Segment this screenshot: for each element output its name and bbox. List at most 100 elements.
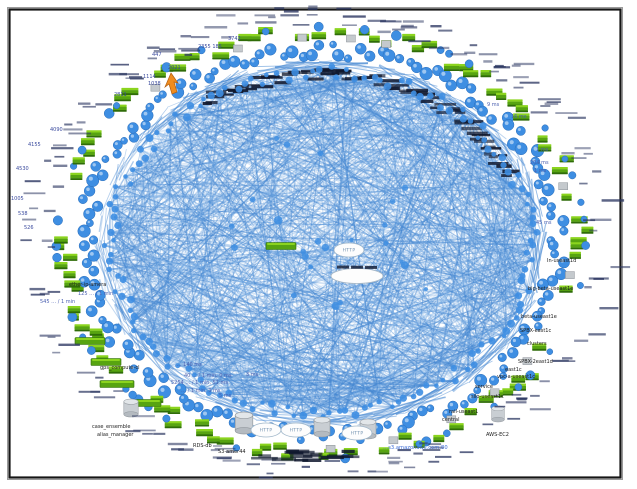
graph-node[interactable]	[165, 128, 171, 134]
graph-node[interactable]	[329, 40, 337, 49]
graph-node[interactable]	[193, 401, 204, 413]
graph-node[interactable]	[561, 155, 569, 163]
graph-node[interactable]	[576, 282, 584, 289]
graph-node[interactable]	[376, 399, 382, 405]
host-icon[interactable]	[558, 182, 568, 190]
graph-node[interactable]	[118, 292, 126, 300]
graph-node[interactable]	[87, 249, 100, 262]
database-icon[interactable]	[313, 416, 331, 438]
graph-node[interactable]	[139, 333, 147, 341]
graph-node[interactable]	[364, 50, 376, 62]
graph-node[interactable]	[239, 59, 250, 70]
graph-node[interactable]	[137, 145, 144, 153]
graph-node[interactable]	[390, 404, 395, 410]
graph-node[interactable]	[498, 153, 507, 162]
graph-node[interactable]	[581, 241, 590, 250]
graph-node[interactable]	[315, 66, 323, 73]
database-icon[interactable]	[234, 411, 254, 435]
graph-node[interactable]	[231, 244, 238, 251]
graph-node[interactable]	[502, 327, 511, 335]
database-icon[interactable]	[123, 398, 139, 418]
server-icon[interactable]	[67, 306, 81, 314]
server-icon[interactable]	[247, 34, 261, 42]
host-icon[interactable]	[522, 357, 533, 365]
server-icon[interactable]	[74, 324, 90, 332]
server-icon[interactable]	[64, 280, 81, 288]
server-icon[interactable]	[464, 408, 477, 416]
graph-node[interactable]	[434, 383, 439, 389]
rack-icon[interactable]	[134, 399, 162, 407]
graph-node[interactable]	[525, 191, 531, 198]
graph-node[interactable]	[491, 151, 497, 157]
server-icon[interactable]	[561, 193, 572, 201]
server-icon[interactable]	[63, 253, 78, 261]
graph-node[interactable]	[507, 347, 519, 359]
server-icon[interactable]	[207, 436, 220, 444]
graph-node[interactable]	[525, 370, 536, 380]
graph-node[interactable]	[321, 243, 330, 252]
graph-node[interactable]	[423, 382, 430, 389]
graph-node[interactable]	[122, 339, 134, 351]
graph-node[interactable]	[78, 240, 90, 252]
graph-node[interactable]	[88, 235, 99, 245]
graph-node[interactable]	[313, 21, 324, 32]
graph-node[interactable]	[158, 372, 169, 383]
server-icon[interactable]	[121, 87, 139, 96]
server-icon[interactable]	[195, 419, 210, 427]
graph-node[interactable]	[77, 145, 87, 155]
host-icon[interactable]	[446, 415, 457, 424]
graph-node[interactable]	[577, 198, 585, 206]
graph-node[interactable]	[423, 287, 428, 292]
graph-node[interactable]	[436, 46, 445, 54]
graph-node[interactable]	[419, 66, 433, 81]
graph-node[interactable]	[515, 172, 522, 178]
graph-node[interactable]	[479, 122, 487, 130]
graph-node[interactable]	[438, 92, 446, 100]
graph-node[interactable]	[533, 179, 544, 190]
graph-node[interactable]	[517, 276, 526, 285]
graph-node[interactable]	[507, 319, 515, 328]
graph-node[interactable]	[550, 249, 559, 259]
graph-node[interactable]	[478, 341, 485, 348]
graph-node[interactable]	[343, 54, 353, 63]
rack-icon[interactable]	[99, 380, 135, 388]
graph-node[interactable]	[273, 70, 280, 76]
graph-node[interactable]	[150, 145, 158, 153]
graph-node[interactable]	[239, 399, 247, 407]
graph-node[interactable]	[211, 405, 224, 418]
graph-node[interactable]	[78, 194, 88, 204]
graph-node[interactable]	[465, 366, 471, 372]
graph-node[interactable]	[130, 319, 136, 325]
graph-node[interactable]	[192, 372, 197, 378]
server-icon[interactable]	[169, 64, 187, 72]
graph-node[interactable]	[502, 118, 515, 131]
graph-node[interactable]	[450, 364, 458, 372]
graph-node[interactable]	[517, 301, 525, 309]
http-cloud-icon[interactable]: HTTP	[250, 422, 282, 438]
graph-node[interactable]	[271, 410, 278, 417]
server-icon[interactable]	[449, 423, 464, 431]
graph-node[interactable]	[341, 407, 349, 414]
server-icon[interactable]	[411, 45, 425, 53]
host-icon[interactable]	[297, 33, 307, 42]
graph-node[interactable]	[92, 200, 104, 212]
graph-node[interactable]	[405, 77, 413, 85]
graph-node[interactable]	[525, 287, 533, 295]
server-icon[interactable]	[89, 328, 103, 336]
graph-node[interactable]	[313, 40, 325, 51]
graph-node[interactable]	[514, 142, 528, 156]
graph-node[interactable]	[529, 257, 535, 263]
graph-node[interactable]	[110, 213, 118, 221]
server-icon[interactable]	[569, 251, 582, 259]
graph-node[interactable]	[459, 115, 467, 123]
graph-node[interactable]	[172, 111, 178, 117]
graph-node[interactable]	[85, 305, 98, 318]
graph-node[interactable]	[221, 84, 228, 91]
server-icon[interactable]	[511, 375, 526, 383]
graph-node[interactable]	[179, 394, 189, 404]
endpoint-link-label[interactable]: …s3.amazonaws.com:80	[383, 445, 448, 451]
graph-node[interactable]	[452, 377, 459, 385]
graph-node[interactable]	[361, 404, 368, 411]
server-icon[interactable]	[72, 157, 85, 165]
graph-node[interactable]	[580, 215, 588, 223]
